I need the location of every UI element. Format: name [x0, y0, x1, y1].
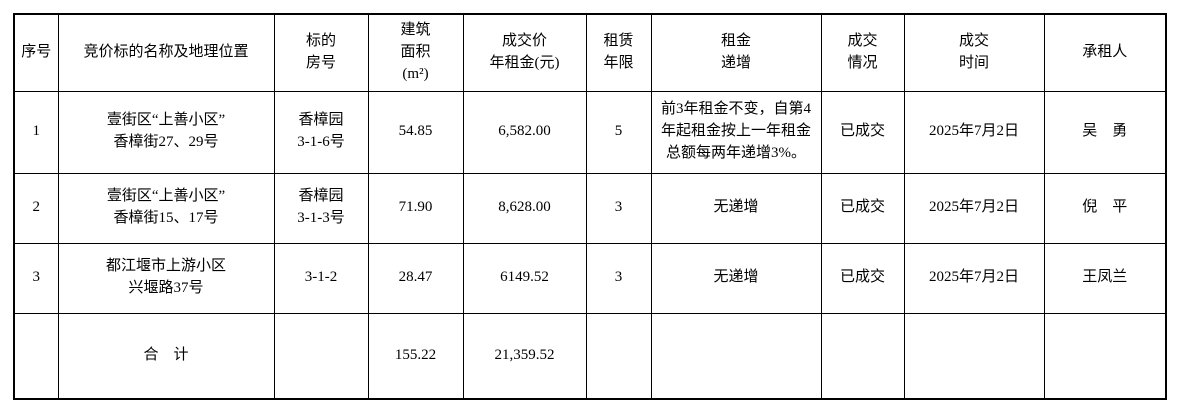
cell-deal-price: 8,628.00	[462, 172, 587, 244]
total-row: 合 计 155.22 21,359.52	[13, 312, 1167, 400]
cell-deal-status: 已成交	[820, 90, 905, 174]
header-name-location: 竞价标的名称及地理位置	[57, 13, 275, 92]
header-deal-status: 成交 情况	[820, 13, 905, 92]
total-room-number	[273, 312, 369, 400]
cell-building-area: 54.85	[367, 90, 464, 174]
total-label: 合 计	[57, 312, 275, 400]
cell-name-location: 壹街区“上善小区” 香樟街15、17号	[57, 172, 275, 244]
header-building-area: 建筑 面积 (m²)	[367, 13, 464, 92]
cell-rent-increment: 前3年租金不变，自第4 年起租金按上一年租金 总额每两年递增3%。	[650, 90, 822, 174]
cell-lessee: 吴 勇	[1043, 90, 1167, 174]
header-lease-term: 租赁 年限	[585, 13, 652, 92]
total-rent-increment	[650, 312, 822, 400]
cell-lessee: 倪 平	[1043, 172, 1167, 244]
total-lessee	[1043, 312, 1167, 400]
header-seq: 序号	[13, 13, 59, 92]
cell-seq: 3	[13, 242, 59, 314]
cell-lease-term: 5	[585, 90, 652, 174]
cell-deal-time: 2025年7月2日	[903, 172, 1045, 244]
cell-lessee: 王凤兰	[1043, 242, 1167, 314]
cell-deal-status: 已成交	[820, 172, 905, 244]
cell-rent-increment: 无递增	[650, 242, 822, 314]
total-deal-status	[820, 312, 905, 400]
header-deal-price: 成交价 年租金(元)	[462, 13, 587, 92]
cell-room-number: 香樟园 3-1-3号	[273, 172, 369, 244]
cell-deal-time: 2025年7月2日	[903, 242, 1045, 314]
cell-deal-status: 已成交	[820, 242, 905, 314]
header-row: 序号 竞价标的名称及地理位置 标的 房号 建筑 面积 (m²) 成交价 年租金(…	[13, 13, 1167, 92]
cell-rent-increment: 无递增	[650, 172, 822, 244]
cell-name-location: 壹街区“上善小区” 香樟街27、29号	[57, 90, 275, 174]
cell-deal-time: 2025年7月2日	[903, 90, 1045, 174]
header-room-number: 标的 房号	[273, 13, 369, 92]
cell-seq: 1	[13, 90, 59, 174]
cell-room-number: 3-1-2	[273, 242, 369, 314]
header-rent-increment: 租金 递增	[650, 13, 822, 92]
auction-results-table: 序号 竞价标的名称及地理位置 标的 房号 建筑 面积 (m²) 成交价 年租金(…	[13, 13, 1167, 400]
total-deal-time	[903, 312, 1045, 400]
total-lease-term	[585, 312, 652, 400]
cell-deal-price: 6,582.00	[462, 90, 587, 174]
cell-deal-price: 6149.52	[462, 242, 587, 314]
table-row: 3 都江堰市上游小区 兴堰路37号 3-1-2 28.47 6149.52 3 …	[13, 242, 1167, 314]
total-seq	[13, 312, 59, 400]
table-row: 2 壹街区“上善小区” 香樟街15、17号 香樟园 3-1-3号 71.90 8…	[13, 172, 1167, 244]
total-building-area: 155.22	[367, 312, 464, 400]
table-row: 1 壹街区“上善小区” 香樟街27、29号 香樟园 3-1-6号 54.85 6…	[13, 90, 1167, 174]
header-lessee: 承租人	[1043, 13, 1167, 92]
total-deal-price: 21,359.52	[462, 312, 587, 400]
cell-lease-term: 3	[585, 172, 652, 244]
cell-building-area: 28.47	[367, 242, 464, 314]
cell-name-location: 都江堰市上游小区 兴堰路37号	[57, 242, 275, 314]
header-deal-time: 成交 时间	[903, 13, 1045, 92]
cell-building-area: 71.90	[367, 172, 464, 244]
cell-seq: 2	[13, 172, 59, 244]
cell-lease-term: 3	[585, 242, 652, 314]
cell-room-number: 香樟园 3-1-6号	[273, 90, 369, 174]
